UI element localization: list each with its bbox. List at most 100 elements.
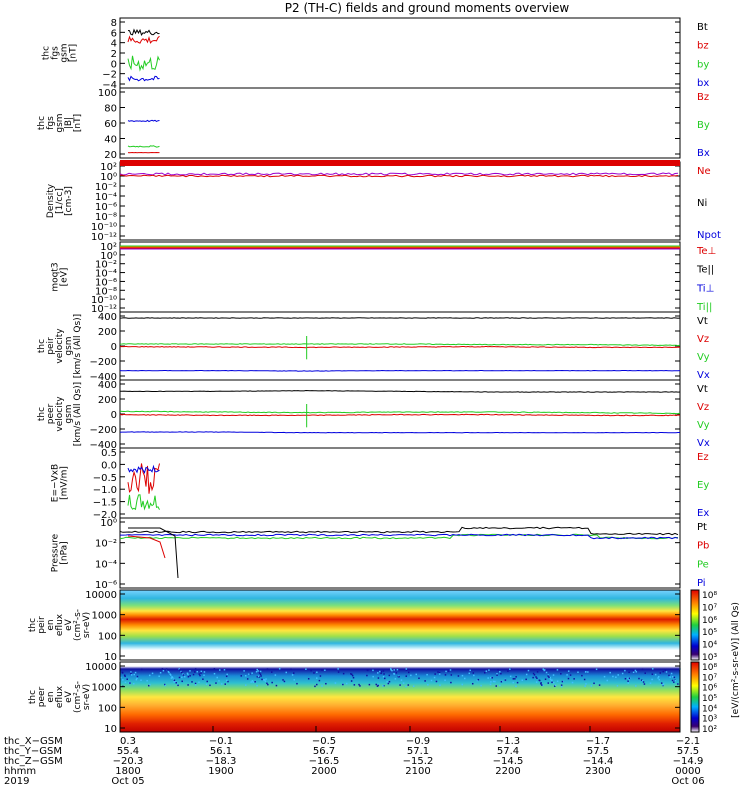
y-tick-label: 0: [111, 342, 117, 353]
speckle: [649, 682, 652, 684]
legend-Ti⊥: Ti⊥: [696, 283, 714, 294]
legend-Pt: Pt: [697, 522, 707, 533]
y-axis-label: [mV/m]: [60, 466, 70, 500]
speckle: [394, 678, 397, 680]
colorbar-tick: 10⁷: [702, 673, 717, 683]
speckle: [223, 669, 226, 671]
speckle: [293, 679, 295, 681]
speckle: [352, 676, 355, 679]
speckle: [350, 673, 352, 675]
speckle: [169, 673, 171, 675]
x-tick-label: 2200: [495, 766, 520, 777]
red-band: [120, 160, 680, 166]
panel-fgs2: 100 80 60 40 20 thc fgs gsm |B| [nT] Bz By Bx: [37, 87, 710, 161]
speckle: [554, 684, 557, 687]
speckle: [444, 674, 447, 676]
speckle: [383, 684, 385, 687]
speckle: [407, 684, 410, 686]
ion-spectrogram: [120, 590, 680, 660]
y-tick-label: 1000: [92, 683, 117, 694]
y-tick-label: 10000: [85, 662, 117, 673]
legend-Pi: Pi: [697, 578, 706, 589]
speckle: [136, 675, 139, 678]
y-tick-label: 10⁻²: [95, 182, 117, 193]
legend-Te||: Te||: [696, 265, 714, 276]
speckle: [388, 680, 391, 683]
x-tick-label: Oct 05: [111, 776, 144, 787]
speckle: [267, 683, 269, 686]
speckle: [183, 675, 186, 678]
speckle: [485, 670, 488, 672]
speckle: [372, 669, 374, 672]
speckle: [665, 671, 668, 673]
speckle: [226, 673, 228, 676]
speckle: [547, 674, 550, 676]
speckle: [473, 674, 475, 677]
speckle: [490, 676, 492, 679]
speckle: [191, 681, 193, 683]
speckle: [182, 673, 184, 675]
bx-trace: [127, 75, 160, 82]
speckle: [134, 671, 137, 674]
x-tick-label: −2.1: [676, 736, 700, 747]
y-tick-label: 10⁰: [100, 518, 117, 529]
speckle: [489, 683, 492, 686]
speckle: [305, 668, 307, 670]
speckle: [171, 676, 174, 679]
bz-trace: [127, 35, 160, 44]
speckle: [525, 673, 528, 676]
speckle: [379, 670, 381, 673]
speckle: [585, 683, 587, 685]
speckle: [386, 681, 388, 683]
y-axis-label: |B|: [64, 117, 74, 129]
y-tick-label: 10⁻⁶: [95, 277, 117, 288]
y-axis-label: (cm²-s-: [73, 681, 83, 713]
speckle: [318, 679, 321, 682]
speckle: [256, 684, 258, 687]
speckle: [383, 673, 385, 675]
speckle: [213, 668, 216, 670]
speckle: [216, 676, 218, 679]
panel-vi: 400 200 0 −200 −400 thc peir velocity gsm [km/s (…: [37, 311, 710, 383]
legend-Ez: Ez: [697, 452, 709, 463]
x-tick-label: −1.7: [586, 736, 610, 747]
speckle: [130, 671, 132, 673]
speckle: [461, 683, 464, 686]
speckle: [662, 683, 665, 685]
speckle: [509, 675, 512, 678]
speckle: [527, 669, 530, 672]
y-tick-label: −400: [90, 372, 117, 383]
speckle: [606, 679, 609, 682]
speckle: [496, 674, 498, 676]
y-tick-label: 10⁻¹⁰: [91, 295, 117, 306]
speckle: [562, 680, 565, 683]
speckle: [627, 677, 629, 680]
y-axis-label: [nPa]: [60, 541, 70, 564]
speckle: [577, 671, 579, 673]
speckle: [178, 676, 181, 679]
x-tick-label: 1900: [208, 766, 233, 777]
y-axis-label: (cm²-s-: [73, 609, 83, 641]
y-tick-label: 400: [98, 380, 117, 391]
panel-efield: 0.50.0 −0.5−1.0 −1.5−2.0 E=−VxB [mV/m] Ez Ey Ex: [51, 447, 709, 521]
speckle: [405, 669, 408, 671]
speckle: [372, 675, 374, 678]
speckle: [515, 676, 517, 678]
speckle: [129, 682, 131, 684]
panel-press: 10⁰ 10⁻² 10⁻⁴ 10⁻⁶ Pressure [nPa] Pt Pb Pe Pi: [51, 517, 709, 591]
speckle: [170, 677, 173, 679]
speckle: [358, 683, 360, 686]
speckle: [628, 677, 631, 680]
speckle: [495, 685, 498, 687]
speckle: [377, 677, 380, 679]
speckle: [396, 668, 399, 671]
speckle: [668, 674, 670, 677]
speckle: [651, 678, 653, 681]
y-tick-label: 10⁰: [100, 251, 117, 262]
speckle: [550, 679, 553, 682]
speckle: [263, 679, 266, 681]
y-axis-label: thc: [28, 690, 38, 704]
y-tick-label: 40: [104, 135, 117, 146]
speckle: [130, 672, 132, 675]
speckle: [536, 677, 538, 679]
